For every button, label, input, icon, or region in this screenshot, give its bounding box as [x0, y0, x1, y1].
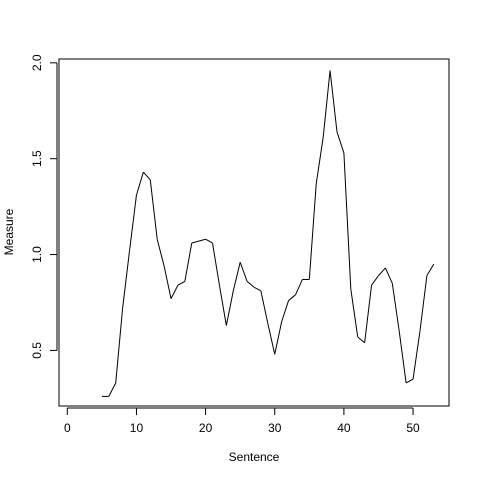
series-line-segment — [115, 308, 124, 384]
series-line-segment — [129, 195, 137, 251]
series-line-segment — [218, 285, 227, 326]
x-tick-label: 20 — [199, 421, 213, 435]
x-tick-label: 10 — [130, 421, 144, 435]
series-line-segment — [315, 137, 324, 184]
series-line-segment — [170, 284, 179, 299]
series-line-segment — [426, 263, 435, 276]
series-line-segment — [322, 70, 331, 138]
series-line-segment — [163, 265, 172, 299]
y-axis: 0.5 1.0 1.5 2.0 — [30, 54, 58, 359]
series-line-segment — [267, 323, 276, 355]
series-line-segment — [177, 280, 186, 286]
series-line-segment — [371, 275, 379, 286]
y-tick-label: 2.0 — [30, 54, 44, 71]
series-line-segment — [108, 382, 117, 397]
series-group — [101, 70, 435, 397]
series-line-segment — [412, 331, 421, 380]
series-line-segment — [329, 70, 338, 132]
series-line-segment — [295, 279, 303, 296]
series-line-segment — [378, 267, 386, 276]
series-line-segment — [156, 239, 165, 267]
series-line-segment — [239, 262, 248, 282]
series-line-segment — [191, 240, 199, 244]
x-tick-label: 40 — [337, 421, 351, 435]
series-line-segment — [122, 250, 131, 309]
x-tick-label: 0 — [64, 421, 71, 435]
y-tick-label: 1.5 — [30, 150, 44, 167]
series-line-segment — [405, 378, 414, 384]
plot-frame — [58, 58, 450, 407]
series-line-segment — [274, 321, 283, 355]
series-line-segment — [205, 238, 213, 244]
series-line-segment — [364, 285, 373, 343]
series-line-segment — [142, 171, 151, 181]
series-line-segment — [135, 171, 144, 196]
y-tick-label: 0.5 — [30, 342, 44, 359]
x-axis: 0 10 20 30 40 50 — [64, 407, 420, 435]
series-line-segment — [343, 152, 352, 290]
x-axis-label: Sentence — [229, 450, 280, 464]
series-line-segment — [398, 331, 407, 384]
series-line-segment — [225, 290, 234, 326]
y-tick-label: 1.0 — [30, 246, 44, 263]
series-line-segment — [260, 290, 269, 324]
series-line-segment — [246, 281, 255, 288]
series-line-segment — [350, 288, 359, 338]
x-tick-label: 30 — [268, 421, 282, 435]
x-tick-label: 50 — [406, 421, 420, 435]
series-line-segment — [357, 336, 365, 344]
series-line-segment — [391, 283, 400, 332]
series-line-segment — [184, 242, 193, 282]
series-line-segment — [384, 267, 393, 284]
series-line-segment — [198, 238, 206, 242]
series-line-segment — [419, 275, 428, 332]
series-line-segment — [288, 294, 296, 301]
series-line-segment — [212, 242, 220, 286]
series-line-segment — [149, 179, 158, 240]
series-line-segment — [336, 131, 345, 154]
series-line-segment — [281, 300, 290, 322]
series-line-segment — [253, 286, 262, 292]
series-line-segment — [308, 183, 317, 280]
y-axis-label: Measure — [2, 208, 16, 255]
series-line-segment — [232, 262, 241, 292]
